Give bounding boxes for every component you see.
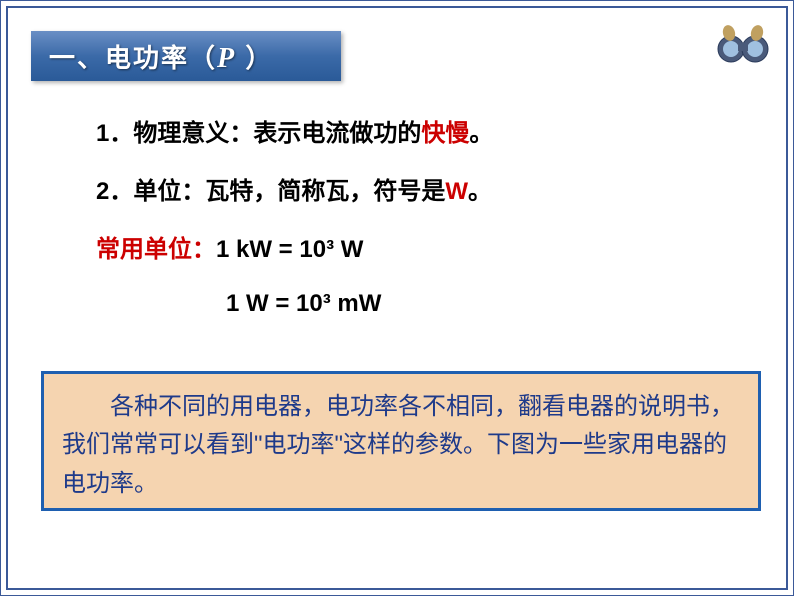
section-title: 一、电功率（P ） (49, 38, 273, 75)
units-line: 常用单位：1 kW = 10³ W (96, 232, 753, 268)
main-content: 1．物理意义：表示电流做功的快慢。 2．单位：瓦特，简称瓦，符号是W。 常用单位… (96, 116, 753, 348)
line2-suffix: 。 (468, 178, 492, 205)
definition-line-2: 2．单位：瓦特，简称瓦，符号是W。 (96, 174, 753, 210)
title-symbol: P (217, 43, 236, 74)
line2-highlight: W (445, 178, 468, 205)
line1-suffix: 。 (469, 120, 493, 147)
line1-highlight: 快慢 (421, 120, 469, 147)
section-header: 一、电功率（P ） (31, 31, 341, 81)
line2-prefix: 2．单位：瓦特，简称瓦，符号是 (96, 178, 445, 205)
unit-2: 1 W = 10³ mW (226, 290, 753, 318)
line1-prefix: 1．物理意义：表示电流做功的 (96, 120, 421, 147)
units-label: 常用单位： (96, 236, 216, 263)
title-prefix: 一、电功率（ (49, 43, 217, 73)
info-callout-box: 各种不同的用电器，电功率各不相同，翻看电器的说明书，我们常常可以看到"电功率"这… (41, 371, 761, 511)
unit-1: 1 kW = 10³ W (216, 236, 363, 263)
info-text: 各种不同的用电器，电功率各不相同，翻看电器的说明书，我们常常可以看到"电功率"这… (62, 393, 734, 497)
title-suffix: ） (236, 43, 273, 73)
definition-line-1: 1．物理意义：表示电流做功的快慢。 (96, 116, 753, 152)
binocular-icon (713, 21, 773, 66)
binocular-svg (713, 21, 773, 66)
